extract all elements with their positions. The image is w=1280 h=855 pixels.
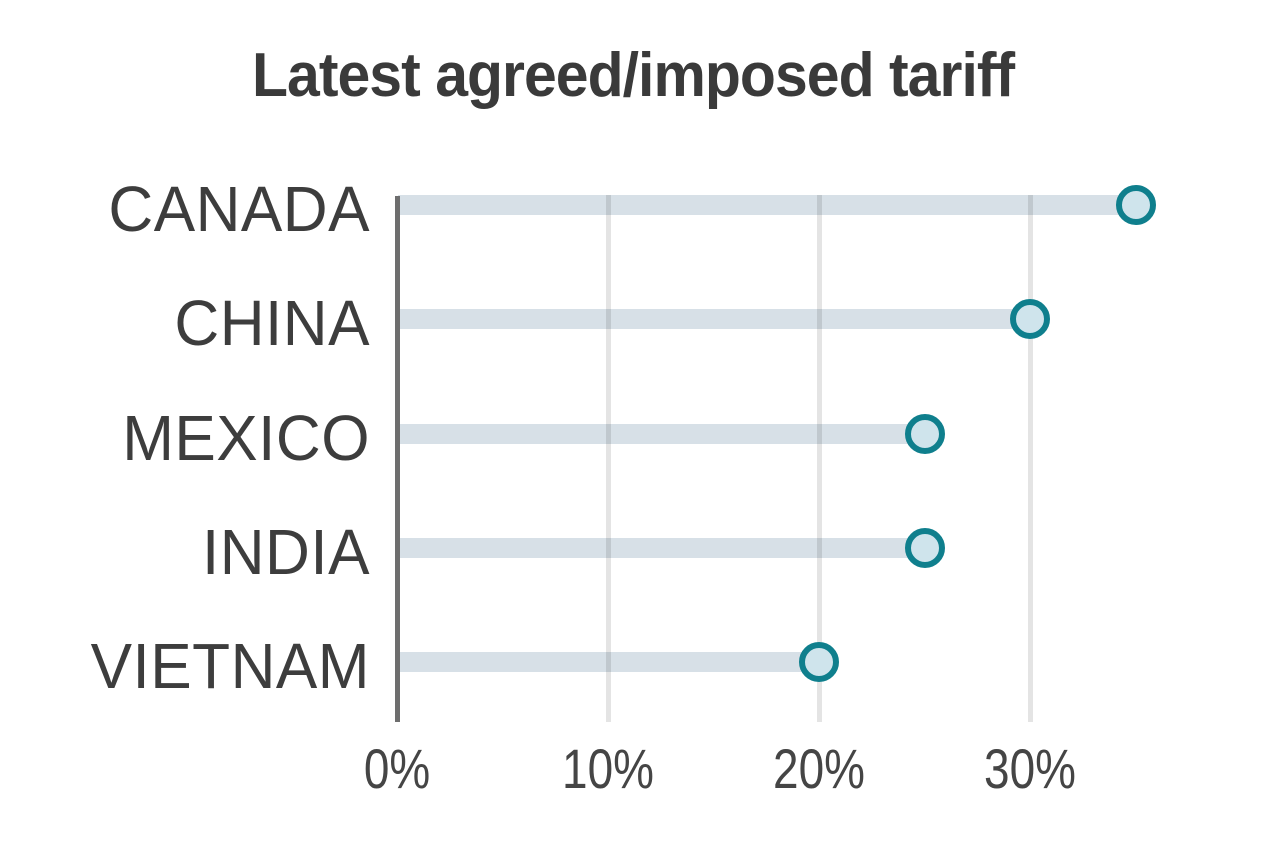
tariff-dot-mexico xyxy=(904,413,945,454)
gridline-20% xyxy=(817,195,822,722)
tariff-bar-vietnam xyxy=(398,652,819,672)
tariff-bar-china xyxy=(398,309,1030,330)
tariff-bar-canada xyxy=(398,195,1136,215)
x-tick-label: 20% xyxy=(773,737,865,800)
tariff-bar-india xyxy=(398,537,925,558)
tariff-dot-china xyxy=(1010,299,1050,340)
gridline-30% xyxy=(1028,195,1033,722)
tariff-dot-canada xyxy=(1115,185,1156,225)
x-tick-label: 10% xyxy=(562,737,654,800)
chart-title: Latest agreed/imposed tariff xyxy=(252,41,1015,110)
x-tick-label: 0% xyxy=(363,737,431,800)
x-tick-label: 30% xyxy=(984,737,1076,800)
tariff-dot-india xyxy=(904,527,945,568)
tariff-dot-vietnam xyxy=(799,642,839,682)
x-axis-zero-line xyxy=(395,196,400,722)
category-label-canada: CANADA xyxy=(108,173,370,245)
category-label-china: CHINA xyxy=(174,287,370,360)
tariff-bar-mexico xyxy=(398,423,925,444)
gridline-10% xyxy=(606,195,611,722)
category-label-vietnam: VIETNAM xyxy=(90,630,370,702)
category-label-mexico: MEXICO xyxy=(122,401,371,474)
category-label-india: INDIA xyxy=(202,515,370,588)
